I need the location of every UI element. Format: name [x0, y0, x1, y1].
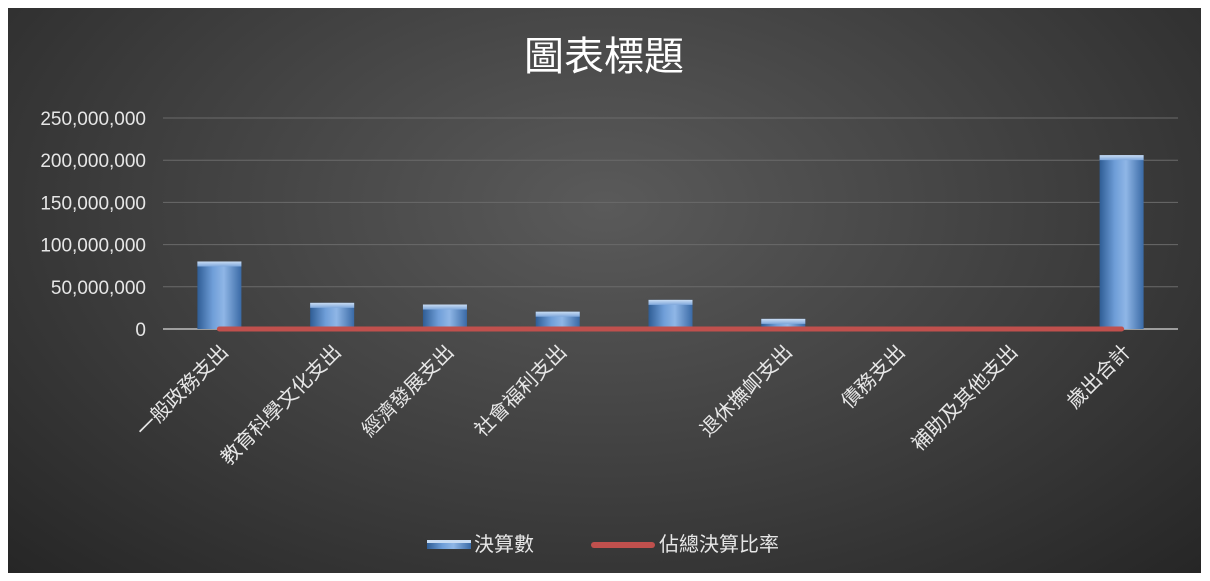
x-category-label: 退休撫卹支出: [695, 340, 797, 442]
legend-swatch-bar-top: [427, 540, 471, 543]
chart-area: 圖表標題 0 50,000,000 100,000,000 150,000,000 20…: [8, 8, 1201, 573]
y-axis-ticks: 0 50,000,000 100,000,000 150,000,000 200,000…: [40, 109, 146, 341]
bar-top-highlight: [422, 304, 467, 310]
y-tick-label: 100,000,000: [40, 236, 146, 257]
legend: 決算數 佔總決算比率: [427, 532, 779, 556]
bar-top-highlight: [648, 299, 693, 305]
y-tick-label: 0: [135, 320, 146, 341]
x-category-label: 社會福利支出: [469, 340, 571, 442]
y-tick-label: 200,000,000: [40, 151, 146, 172]
x-category-label: 補助及其他支出: [906, 340, 1022, 456]
bar: [1099, 155, 1144, 329]
x-category-label: 債務支出: [836, 340, 910, 414]
y-tick-label: 150,000,000: [40, 193, 146, 214]
chart-title: 圖表標題: [524, 34, 684, 80]
x-category-label: 經濟發展支出: [357, 340, 459, 442]
legend-label-bar: 決算數: [474, 532, 534, 556]
y-tick-label: 250,000,000: [40, 109, 146, 130]
bar-series: [197, 155, 1144, 329]
x-category-label: 歲出合計: [1062, 340, 1136, 414]
x-category-label: 教育科學文化支出: [216, 340, 346, 470]
bar: [761, 318, 806, 329]
y-tick-label: 50,000,000: [51, 278, 146, 299]
bar-top-highlight: [310, 302, 355, 308]
bar-top-highlight: [1099, 155, 1144, 161]
legend-swatch-bar: [427, 540, 471, 549]
bar-top-highlight: [535, 311, 580, 317]
bar-top-highlight: [761, 318, 806, 324]
x-category-label: 一般政務支出: [131, 340, 233, 442]
chart-canvas: 圖表標題 0 50,000,000 100,000,000 150,000,000 20…: [40, 34, 1178, 556]
legend-label-line: 佔總決算比率: [659, 532, 779, 556]
legend-swatch-line: [591, 542, 655, 548]
gridlines: [163, 117, 1178, 330]
bar-top-highlight: [197, 261, 242, 267]
bar: [197, 261, 242, 329]
